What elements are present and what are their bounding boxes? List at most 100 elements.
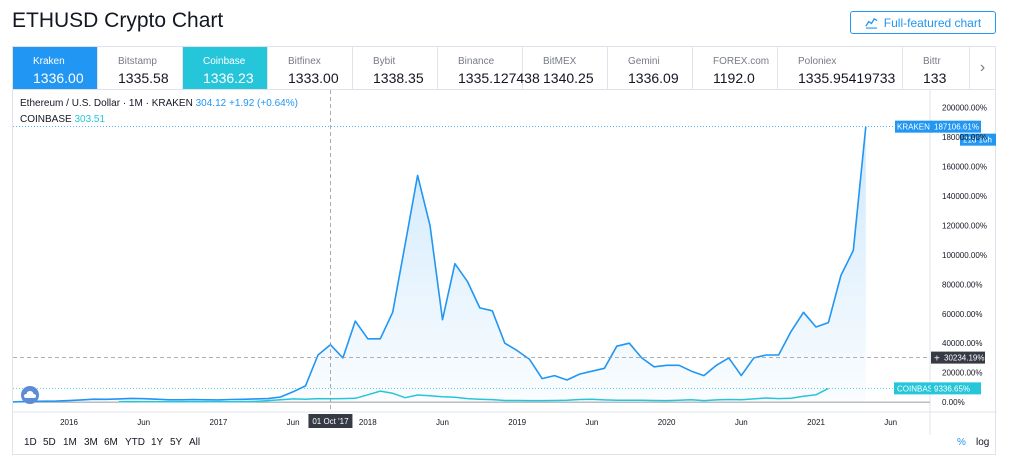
x-tick-label: Jun [287,418,300,427]
y-tick-label: 20000.00% [942,369,982,378]
tab-bitmex[interactable]: BitMEX 1340.25 [523,47,608,89]
tab-gemini[interactable]: Gemini 1336.09 [608,47,693,89]
coinbase-value-tag [931,382,981,395]
kraken-line [13,126,867,403]
tab-poloniex[interactable]: Poloniex 1335.95419733 [778,47,903,89]
legend-symbol: Ethereum / U.S. Dollar · 1M · KRAKEN [20,98,193,109]
price-chart[interactable]: KRAKEN 187106.61%21d 16hCOINBASE9336.65%0… [13,90,997,435]
tab-price: 1336.09 [628,70,679,86]
kraken-name-tag [895,120,932,133]
tab-price: 1340.25 [543,70,594,86]
countdown-text: 21d 16h [963,136,992,145]
range-1y-button[interactable]: 1Y [151,437,164,448]
tab-exchange-name: Poloniex [798,56,837,67]
tab-price: 1336.23 [203,70,254,86]
coinbase-name-tag [894,382,931,395]
y-tick-label: 200000.00% [942,104,987,113]
tab-price: 1333.00 [288,70,339,86]
x-tick-label: 2016 [60,418,78,427]
range-6m-button[interactable]: 6M [104,437,118,448]
tab-exchange-name: Gemini [628,56,660,67]
chevron-right-icon: › [979,59,986,76]
tab-exchange-name: BitMEX [543,56,577,67]
tab-kraken[interactable]: Kraken 1336.00 [13,47,98,89]
tab-exchange-name: FOREX.com [713,56,770,67]
y-tick-label: 60000.00% [942,310,982,319]
coinbase-name-text: COINBASE [897,384,938,393]
tab-exchange-name: Bittr [923,56,941,67]
y-tick-label: 140000.00% [942,192,987,201]
range-1m-button[interactable]: 1M [63,437,77,448]
range-1d-button[interactable]: 1D [24,437,37,448]
kraken-last-value-label: KRAKEN 187106.61% 21d 16h [895,120,996,146]
range-5d-button[interactable]: 5D [43,437,56,448]
tab-exchange-name: Coinbase [203,56,246,67]
tab-forex[interactable]: FOREX.com 1192.0 [693,47,778,89]
tabs-scroll-right-button[interactable]: › [969,47,995,89]
legend-coinbase-value: 303.51 [74,114,106,125]
tab-price: 1335.58 [118,70,169,86]
kraken-value-tag [931,120,981,133]
chart-area[interactable]: KRAKEN 187106.61% 21d 16h COINBASE 9336.65% 0… [12,90,997,455]
chart-legend: Ethereum / U.S. Dollar · 1M · KRAKEN 304… [20,96,298,128]
crosshair-price-label: 30234.19% [944,354,984,363]
tab-price: 1338.35 [373,70,424,86]
tab-bitfinex[interactable]: Bitfinex 1333.00 [268,47,353,89]
tab-price: 1336.00 [33,70,84,86]
y-tick-label: 40000.00% [942,339,982,348]
exchange-tabs: Kraken 1336.00 Bitstamp 1335.58 Coinbase 13… [12,46,996,90]
y-tick-label: 120000.00% [942,221,987,230]
tab-price: 1192.0 [713,70,755,86]
legend-kraken-value: 304.12 +1.92 (+0.64%) [195,98,298,109]
x-tick-label: 2018 [359,418,377,427]
x-tick-label: Jun [585,418,598,427]
add-alert-plus-icon: + [934,354,940,365]
tab-exchange-name: Kraken [33,56,65,67]
tab-binance[interactable]: Binance 1335.127438 [438,47,540,89]
tradingview-logo-icon[interactable] [21,386,39,404]
range-ytd-button[interactable]: YTD [125,437,145,448]
tab-exchange-name: Bitstamp [118,56,157,67]
x-tick-label: 2021 [807,418,825,427]
y-tick-label: 160000.00% [942,163,987,172]
tab-coinbase[interactable]: Coinbase 1336.23 [183,47,268,89]
tab-exchange-name: Bitfinex [288,56,321,67]
tab-price: 1335.95419733 [798,70,896,86]
coinbase-value-text: 9336.65% [934,384,970,393]
tab-price: 133 [923,70,947,86]
x-tick-label: Jun [735,418,748,427]
x-tick-label: 2020 [658,418,676,427]
legend-coinbase-label: COINBASE [20,114,72,125]
crosshair-time-tag [308,414,353,428]
log-scale-toggle[interactable]: log [976,437,990,448]
x-tick-label: Jun [436,418,449,427]
x-tick-label: Jun [884,418,897,427]
y-tick-label: 180000.00% [942,133,987,142]
range-5y-button[interactable]: 5Y [170,437,183,448]
y-tick-label: 80000.00% [942,280,982,289]
kraken-value-text: 187106.61% [934,123,979,132]
full-featured-chart-label: Full-featured chart [883,15,982,30]
crosshair-price-tag [931,351,985,364]
tab-exchange-name: Binance [458,56,495,67]
x-tick-label: 2017 [210,418,228,427]
range-3m-button[interactable]: 3M [84,437,98,448]
page-title: ETHUSD Crypto Chart [12,9,224,32]
tab-exchange-name: Bybit [373,56,396,67]
countdown-tag [960,133,996,146]
full-featured-chart-button[interactable]: Full-featured chart [850,11,996,34]
range-all-button[interactable]: All [189,437,201,448]
chart-icon [865,17,878,29]
y-tick-label: 0.00% [942,398,965,407]
percent-scale-toggle[interactable]: % [957,437,966,448]
x-tick-label: 2019 [508,418,526,427]
bottom-toolbar: 1D 5D 1M 3M 6M YTD 1Y 5Y All % log [12,437,996,455]
coinbase-line [118,387,829,403]
tab-price: 1335.127438 [458,70,540,86]
tab-bitstamp[interactable]: Bitstamp 1335.58 [98,47,183,89]
crosshair-time-label: 01 Oct '17 [312,417,349,426]
y-tick-label: 100000.00% [942,251,987,260]
tab-bybit[interactable]: Bybit 1338.35 [353,47,438,89]
kraken-name-text: KRAKEN [897,123,930,132]
